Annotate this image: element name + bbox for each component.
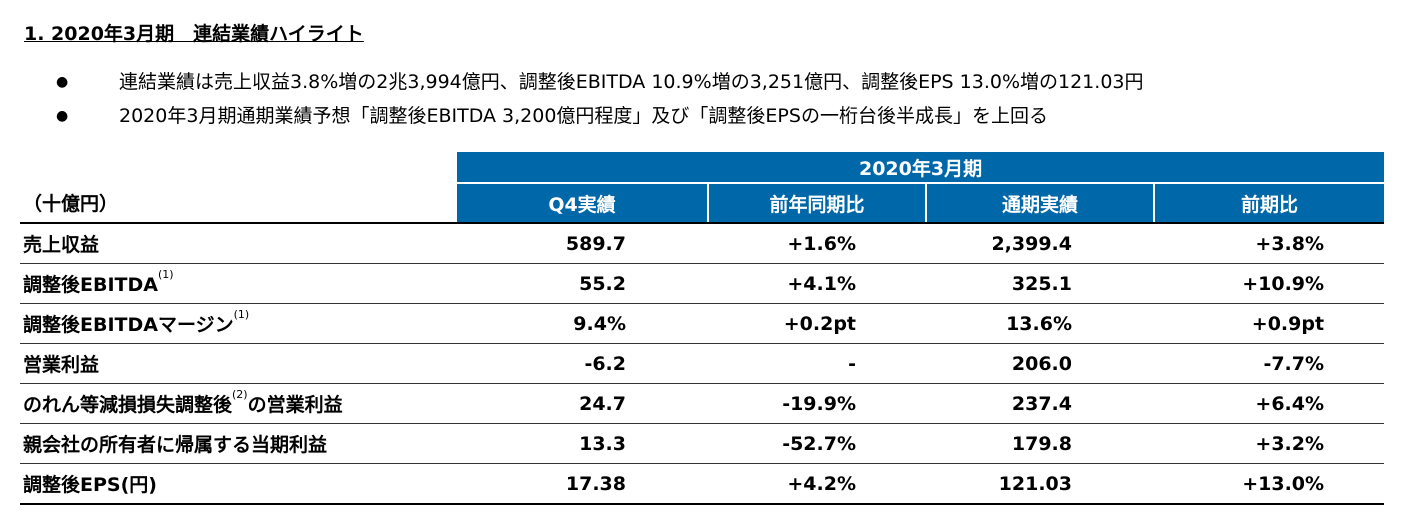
cell-yoy-full-year: +3.8%: [1154, 223, 1385, 264]
row-label-text: 親会社の所有者に帰属する当期利益: [23, 434, 328, 456]
column-header-yoy-q4: 前年同期比: [707, 183, 926, 224]
results-table-container: 2020年3月期 （十億円） Q4実績 前年同期比 通期実績 前期比 売上収益 …: [20, 152, 1385, 505]
cell-yoy-q4: -: [708, 343, 926, 384]
cell-full-year: 237.4: [926, 383, 1154, 424]
bullet-text: 2020年3月期通期業績予想「調整後EBITDA 3,200億円程度」及び「調整…: [119, 105, 1048, 127]
cell-full-year: 2,399.4: [926, 223, 1154, 264]
table-row: 調整後EBITDAマージン(1) 9.4% +0.2pt 13.6% +0.9p…: [20, 303, 1385, 344]
cell-yoy-full-year: +10.9%: [1154, 263, 1385, 304]
row-label: 売上収益: [20, 223, 457, 264]
cell-q4: 24.7: [457, 383, 708, 424]
section-title: 1. 2020年3月期 連結業績ハイライト: [24, 23, 364, 45]
bullet-text: 連結業績は売上収益3.8%増の2兆3,994億円、調整後EBITDA 10.9%…: [119, 71, 1144, 93]
row-label: のれん等減損損失調整後(2)の営業利益: [20, 383, 457, 424]
column-header-q4: Q4実績: [457, 183, 708, 224]
table-row: 営業利益 -6.2 - 206.0 -7.7%: [20, 343, 1385, 384]
cell-q4: 55.2: [457, 263, 708, 304]
table-row: のれん等減損損失調整後(2)の営業利益 24.7 -19.9% 237.4 +6…: [20, 383, 1385, 424]
row-label-text: 調整後EPS(円): [23, 474, 157, 496]
row-label-text: 調整後EBITDAマージン: [23, 314, 234, 336]
row-label: 調整後EPS(円): [20, 463, 457, 505]
period-spacer: [20, 152, 457, 183]
row-label: 調整後EBITDA(1): [20, 263, 457, 304]
cell-yoy-q4: +1.6%: [708, 223, 926, 264]
bullet-icon: ●: [56, 74, 69, 90]
cell-yoy-q4: +4.1%: [708, 263, 926, 304]
footnote-marker: (1): [157, 268, 174, 281]
row-label-text: 営業利益: [23, 354, 100, 376]
row-label: 営業利益: [20, 343, 457, 384]
cell-yoy-full-year: +0.9pt: [1154, 303, 1385, 344]
cell-q4: 9.4%: [457, 303, 708, 344]
cell-yoy-q4: -19.9%: [708, 383, 926, 424]
bullet-item: ● 連結業績は売上収益3.8%増の2兆3,994億円、調整後EBITDA 10.…: [56, 70, 1144, 104]
row-label: 親会社の所有者に帰属する当期利益: [20, 423, 457, 464]
cell-q4: 13.3: [457, 423, 708, 464]
table-row: 調整後EPS(円) 17.38 +4.2% 121.03 +13.0%: [20, 463, 1385, 505]
cell-yoy-q4: -52.7%: [708, 423, 926, 464]
cell-yoy-q4: +0.2pt: [708, 303, 926, 344]
footnote-marker: (1): [233, 308, 250, 321]
row-label-suffix: の営業利益: [247, 394, 343, 416]
cell-full-year: 179.8: [926, 423, 1154, 464]
cell-yoy-full-year: +13.0%: [1154, 463, 1385, 505]
table-row: 調整後EBITDA(1) 55.2 +4.1% 325.1 +10.9%: [20, 263, 1385, 304]
cell-full-year: 325.1: [926, 263, 1154, 304]
cell-q4: 589.7: [457, 223, 708, 264]
row-label-text: 売上収益: [23, 234, 100, 256]
cell-yoy-q4: +4.2%: [708, 463, 926, 505]
cell-q4: -6.2: [457, 343, 708, 384]
cell-q4: 17.38: [457, 463, 708, 505]
row-label-text: 調整後EBITDA: [23, 274, 158, 296]
unit-label: （十億円）: [20, 183, 457, 224]
table-row: 売上収益 589.7 +1.6% 2,399.4 +3.8%: [20, 223, 1385, 264]
bullet-item: ● 2020年3月期通期業績予想「調整後EBITDA 3,200億円程度」及び「…: [56, 104, 1144, 138]
results-table: 2020年3月期 （十億円） Q4実績 前年同期比 通期実績 前期比 売上収益 …: [20, 152, 1385, 505]
row-label: 調整後EBITDAマージン(1): [20, 303, 457, 344]
column-header-full-year: 通期実績: [925, 183, 1154, 224]
cell-yoy-full-year: +6.4%: [1154, 383, 1385, 424]
highlight-bullets: ● 連結業績は売上収益3.8%増の2兆3,994億円、調整後EBITDA 10.…: [56, 70, 1144, 138]
row-label-text: のれん等減損損失調整後: [23, 394, 233, 416]
bullet-icon: ●: [56, 108, 69, 124]
cell-yoy-full-year: +3.2%: [1154, 423, 1385, 464]
period-header: 2020年3月期: [457, 152, 1385, 184]
cell-yoy-full-year: -7.7%: [1154, 343, 1385, 384]
footnote-marker: (2): [232, 388, 248, 401]
table-row: 親会社の所有者に帰属する当期利益 13.3 -52.7% 179.8 +3.2%: [20, 423, 1385, 464]
cell-full-year: 13.6%: [926, 303, 1154, 344]
cell-full-year: 206.0: [926, 343, 1154, 384]
column-header-yoy-full-year: 前期比: [1152, 183, 1385, 224]
cell-full-year: 121.03: [926, 463, 1154, 505]
